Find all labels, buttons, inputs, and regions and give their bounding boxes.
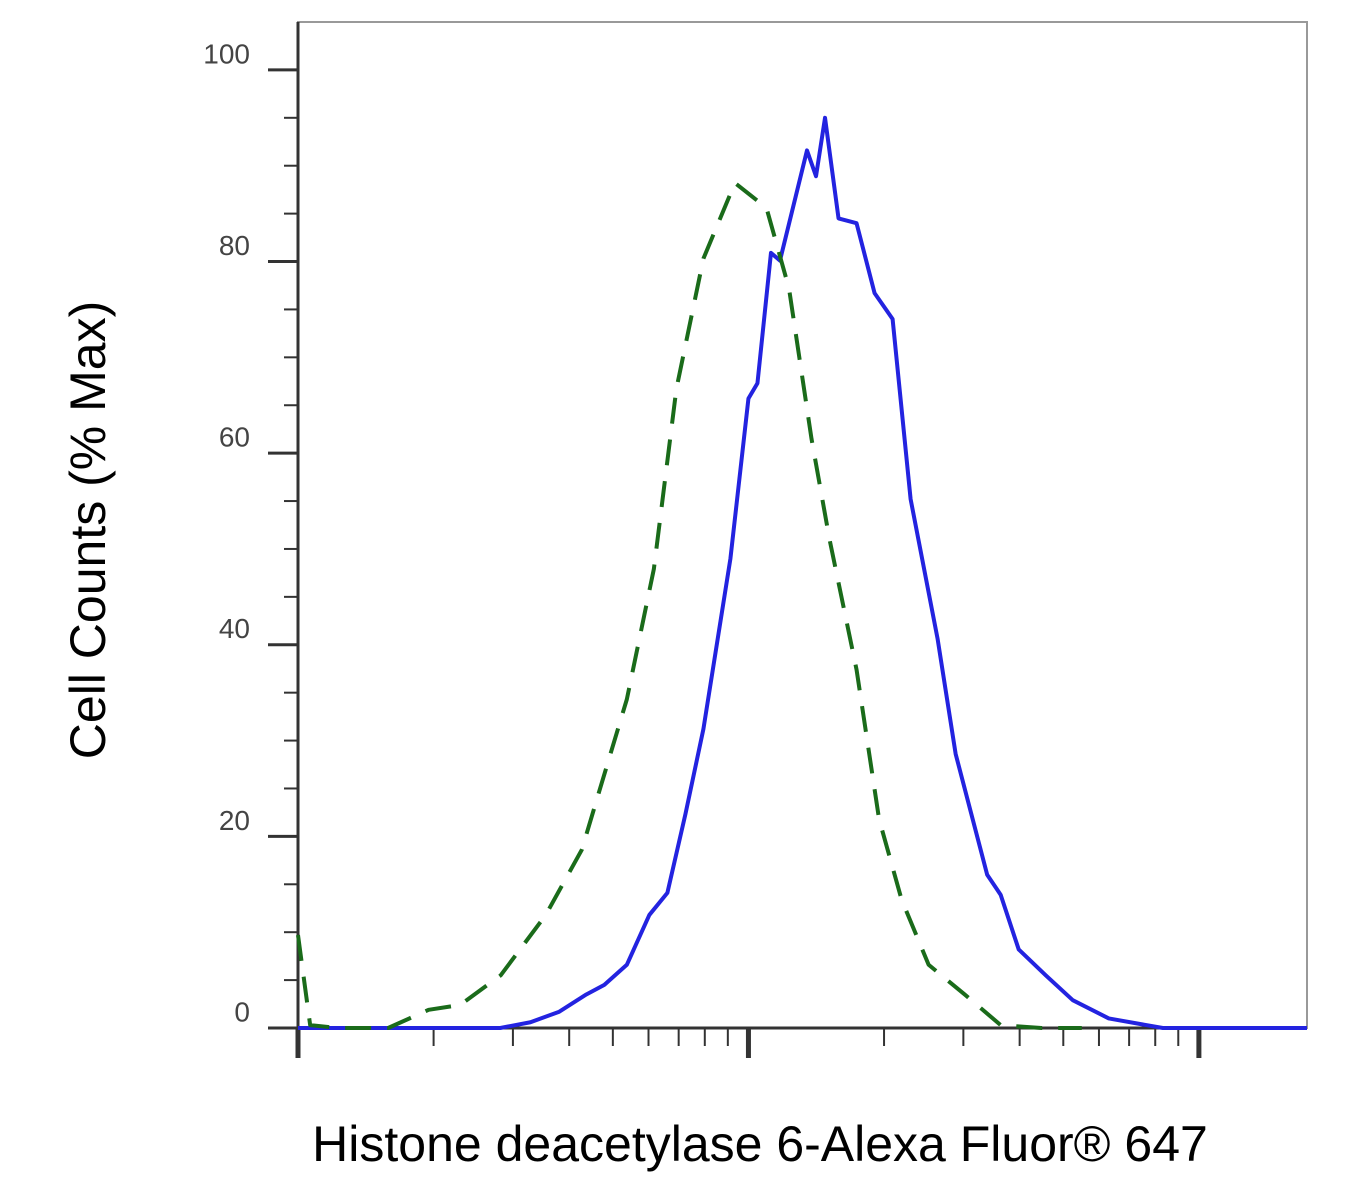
x-axis-title: Histone deacetylase 6-Alexa Fluor® 647: [312, 1116, 1208, 1172]
y-axis-title: Cell Counts (% Max): [60, 301, 116, 759]
y-tick-label: 80: [219, 230, 250, 261]
series-line: [296, 180, 1082, 1030]
y-tick-label: 40: [219, 613, 250, 644]
y-tick-label: 60: [219, 422, 250, 453]
y-tick-label: 100: [203, 38, 250, 69]
y-tick-label: 20: [219, 805, 250, 836]
y-tick-label: 0: [234, 996, 250, 1027]
series-line: [298, 115, 1307, 1030]
